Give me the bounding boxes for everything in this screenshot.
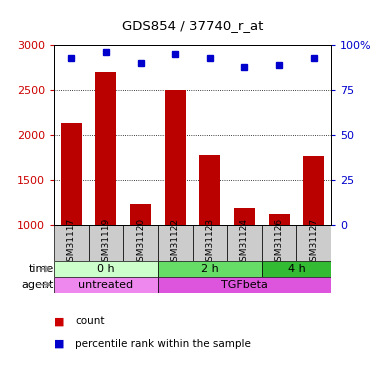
- Bar: [89, 225, 123, 261]
- Bar: [303, 156, 324, 225]
- Bar: [234, 207, 255, 225]
- Text: time: time: [28, 264, 54, 274]
- Text: ■: ■: [54, 339, 64, 349]
- Bar: [192, 225, 227, 261]
- Bar: [269, 214, 290, 225]
- Bar: [123, 225, 158, 261]
- Bar: [158, 225, 192, 261]
- Bar: [199, 156, 220, 225]
- Bar: [54, 261, 158, 277]
- Text: GDS854 / 37740_r_at: GDS854 / 37740_r_at: [122, 19, 263, 32]
- Text: untreated: untreated: [78, 280, 134, 290]
- Text: GSM31120: GSM31120: [136, 218, 145, 267]
- Bar: [165, 90, 186, 225]
- Text: 0 h: 0 h: [97, 264, 115, 274]
- Text: count: count: [75, 316, 105, 326]
- Bar: [61, 123, 82, 225]
- Text: ■: ■: [54, 316, 64, 326]
- Bar: [262, 225, 296, 261]
- Bar: [158, 277, 331, 292]
- Text: GSM31122: GSM31122: [171, 218, 180, 267]
- Bar: [158, 261, 262, 277]
- Text: GSM31119: GSM31119: [101, 218, 110, 267]
- Text: TGFbeta: TGFbeta: [221, 280, 268, 290]
- Bar: [262, 261, 331, 277]
- Bar: [296, 225, 331, 261]
- Bar: [227, 225, 262, 261]
- Bar: [95, 72, 116, 225]
- Bar: [54, 225, 89, 261]
- Text: GSM31124: GSM31124: [240, 218, 249, 267]
- Text: GSM31127: GSM31127: [309, 218, 318, 267]
- Text: GSM31123: GSM31123: [205, 218, 214, 267]
- Text: 2 h: 2 h: [201, 264, 219, 274]
- Bar: [54, 277, 158, 292]
- Text: 4 h: 4 h: [288, 264, 305, 274]
- Text: GSM31126: GSM31126: [275, 218, 284, 267]
- Text: GSM31117: GSM31117: [67, 218, 76, 267]
- Text: agent: agent: [22, 280, 54, 290]
- Text: percentile rank within the sample: percentile rank within the sample: [75, 339, 251, 349]
- Bar: [130, 204, 151, 225]
